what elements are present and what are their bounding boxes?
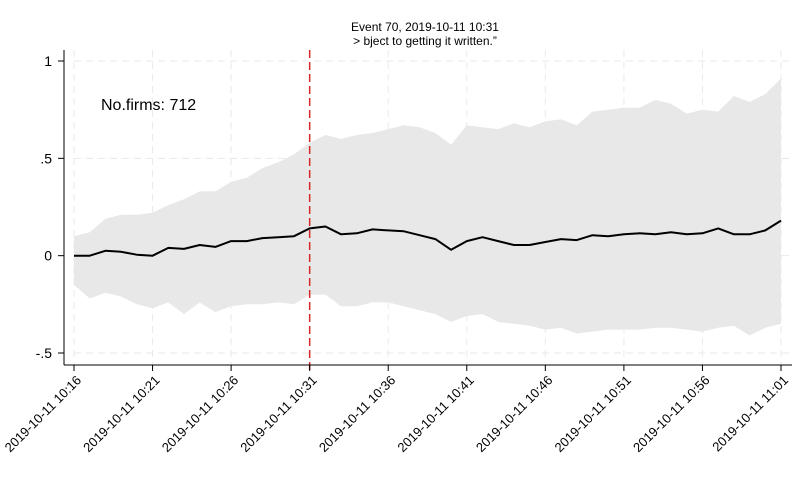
firm-count-annotation: No.firms: 712 (101, 97, 196, 114)
series-line (74, 219, 782, 257)
y-tick-label: 0 (44, 248, 52, 264)
chart-subtitle: > bject to getting it written.” (353, 34, 497, 48)
band-area (74, 78, 781, 336)
series-line-path (74, 219, 782, 257)
confidence-band (74, 78, 781, 336)
y-tick-label: .5 (40, 150, 52, 166)
chart-title: Event 70, 2019-10-11 10:31 (351, 20, 499, 34)
y-tick-label: 1 (44, 53, 52, 69)
y-tick-label: -.5 (36, 345, 53, 361)
